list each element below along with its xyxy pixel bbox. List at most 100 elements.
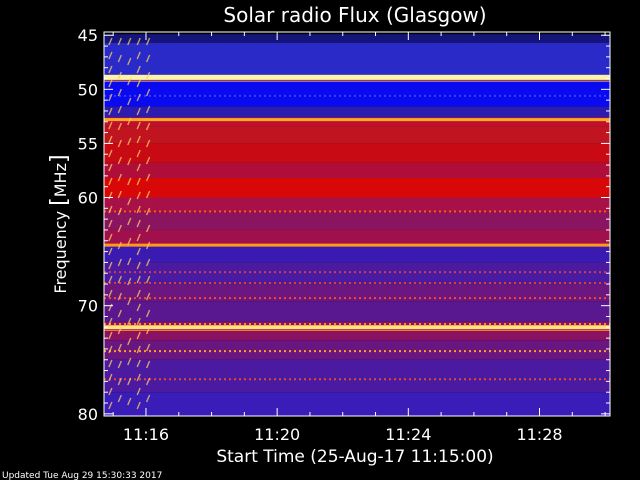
y-tick-label: 60 — [78, 188, 98, 207]
burst-streak — [145, 309, 151, 318]
burst-streak — [145, 139, 151, 148]
burst-streak — [136, 359, 141, 368]
y-axis-label-bracket-open: [ — [47, 197, 72, 206]
burst-streak — [127, 337, 132, 346]
intensity-band — [104, 126, 610, 144]
axis-ticks: 11:16 11:20 11:24 11:28 45 50 55 60 70 80 — [78, 26, 610, 444]
intensity-band — [104, 34, 610, 43]
burst-streak — [145, 122, 151, 131]
intensity-band — [104, 359, 610, 393]
y-tick-label: 50 — [78, 80, 98, 99]
burst-streak — [108, 359, 113, 368]
burst-streak — [136, 37, 141, 46]
burst-streak — [127, 57, 132, 66]
y-tick-label: 45 — [78, 26, 98, 45]
burst-streak — [127, 257, 132, 266]
intensity-band — [104, 143, 610, 163]
burst-streak — [127, 177, 132, 186]
burst-streak — [136, 247, 141, 256]
burst-streak — [127, 97, 132, 106]
burst-streak — [136, 345, 141, 354]
intensity-band — [104, 262, 610, 285]
burst-streak — [136, 275, 141, 284]
burst-streak — [108, 205, 113, 214]
burst-streak — [127, 77, 132, 86]
burst-streak — [145, 275, 151, 284]
burst-streak — [108, 401, 113, 410]
burst-streak — [145, 241, 151, 250]
burst-streak — [117, 258, 122, 267]
burst-streak — [136, 205, 141, 214]
updated-timestamp: Updated Tue Aug 29 15:30:33 2017 — [2, 471, 162, 480]
intensity-band — [104, 106, 610, 118]
burst-streak — [127, 237, 132, 246]
burst-streak — [117, 173, 122, 182]
intensity-band — [104, 42, 610, 75]
burst-streak — [108, 261, 113, 270]
burst-streak — [117, 326, 122, 335]
burst-streak — [145, 326, 151, 335]
burst-streak — [108, 135, 113, 144]
x-tick-label: 11:16 — [123, 425, 169, 444]
burst-streak — [117, 360, 122, 369]
intensity-band — [104, 392, 610, 416]
burst-streak — [136, 233, 141, 242]
burst-streak — [145, 190, 151, 199]
burst-streak — [108, 149, 113, 158]
burst-streak — [136, 93, 141, 102]
burst-streak — [117, 309, 122, 318]
burst-streak — [108, 289, 113, 298]
burst-streak — [136, 387, 141, 396]
burst-streak — [117, 88, 122, 97]
burst-streak — [145, 224, 151, 233]
intensity-band — [104, 178, 610, 198]
burst-streak — [117, 190, 122, 199]
burst-streak — [117, 122, 122, 131]
y-tick-label: 70 — [78, 297, 98, 316]
burst-streak — [117, 71, 122, 80]
intensity-band — [104, 162, 610, 179]
burst-streak — [117, 241, 122, 250]
intensity-band — [104, 212, 610, 230]
intensity-band — [104, 80, 610, 107]
burst-streak — [127, 197, 132, 206]
burst-streak — [117, 377, 122, 386]
plot-frame — [103, 31, 611, 417]
burst-streak — [127, 277, 132, 286]
burst-streak — [108, 275, 113, 284]
burst-streak — [145, 173, 151, 182]
burst-streak — [108, 65, 113, 74]
burst-streak — [145, 105, 151, 114]
burst-streak — [108, 121, 113, 130]
burst-streak — [117, 139, 122, 148]
burst-streak — [136, 163, 141, 172]
burst-streak — [117, 394, 122, 403]
burst-streak — [127, 377, 132, 386]
burst-streak — [136, 219, 141, 228]
y-axis-label-bracket-close: ] — [47, 154, 72, 163]
burst-streak — [127, 117, 132, 126]
burst-streak — [108, 107, 113, 116]
burst-streak — [127, 157, 132, 166]
burst-streak — [108, 79, 113, 88]
burst-streak — [108, 177, 113, 186]
plot-area — [104, 34, 610, 416]
burst-streak — [136, 135, 141, 144]
burst-streak — [127, 317, 132, 326]
burst-streak — [145, 292, 151, 301]
x-tick-label: 11:28 — [516, 425, 562, 444]
burst-streak — [108, 93, 113, 102]
burst-streak — [145, 37, 151, 46]
burst-streak — [117, 37, 122, 46]
chart-title: Solar radio Flux (Glasgow) — [223, 3, 486, 27]
burst-streak — [136, 317, 141, 326]
burst-streak — [145, 54, 151, 63]
intensity-band — [104, 197, 610, 213]
burst-streak — [117, 343, 122, 352]
burst-streak — [108, 51, 113, 60]
y-tick-label: 80 — [78, 405, 98, 424]
burst-streak — [145, 360, 151, 369]
burst-streak — [108, 303, 113, 312]
